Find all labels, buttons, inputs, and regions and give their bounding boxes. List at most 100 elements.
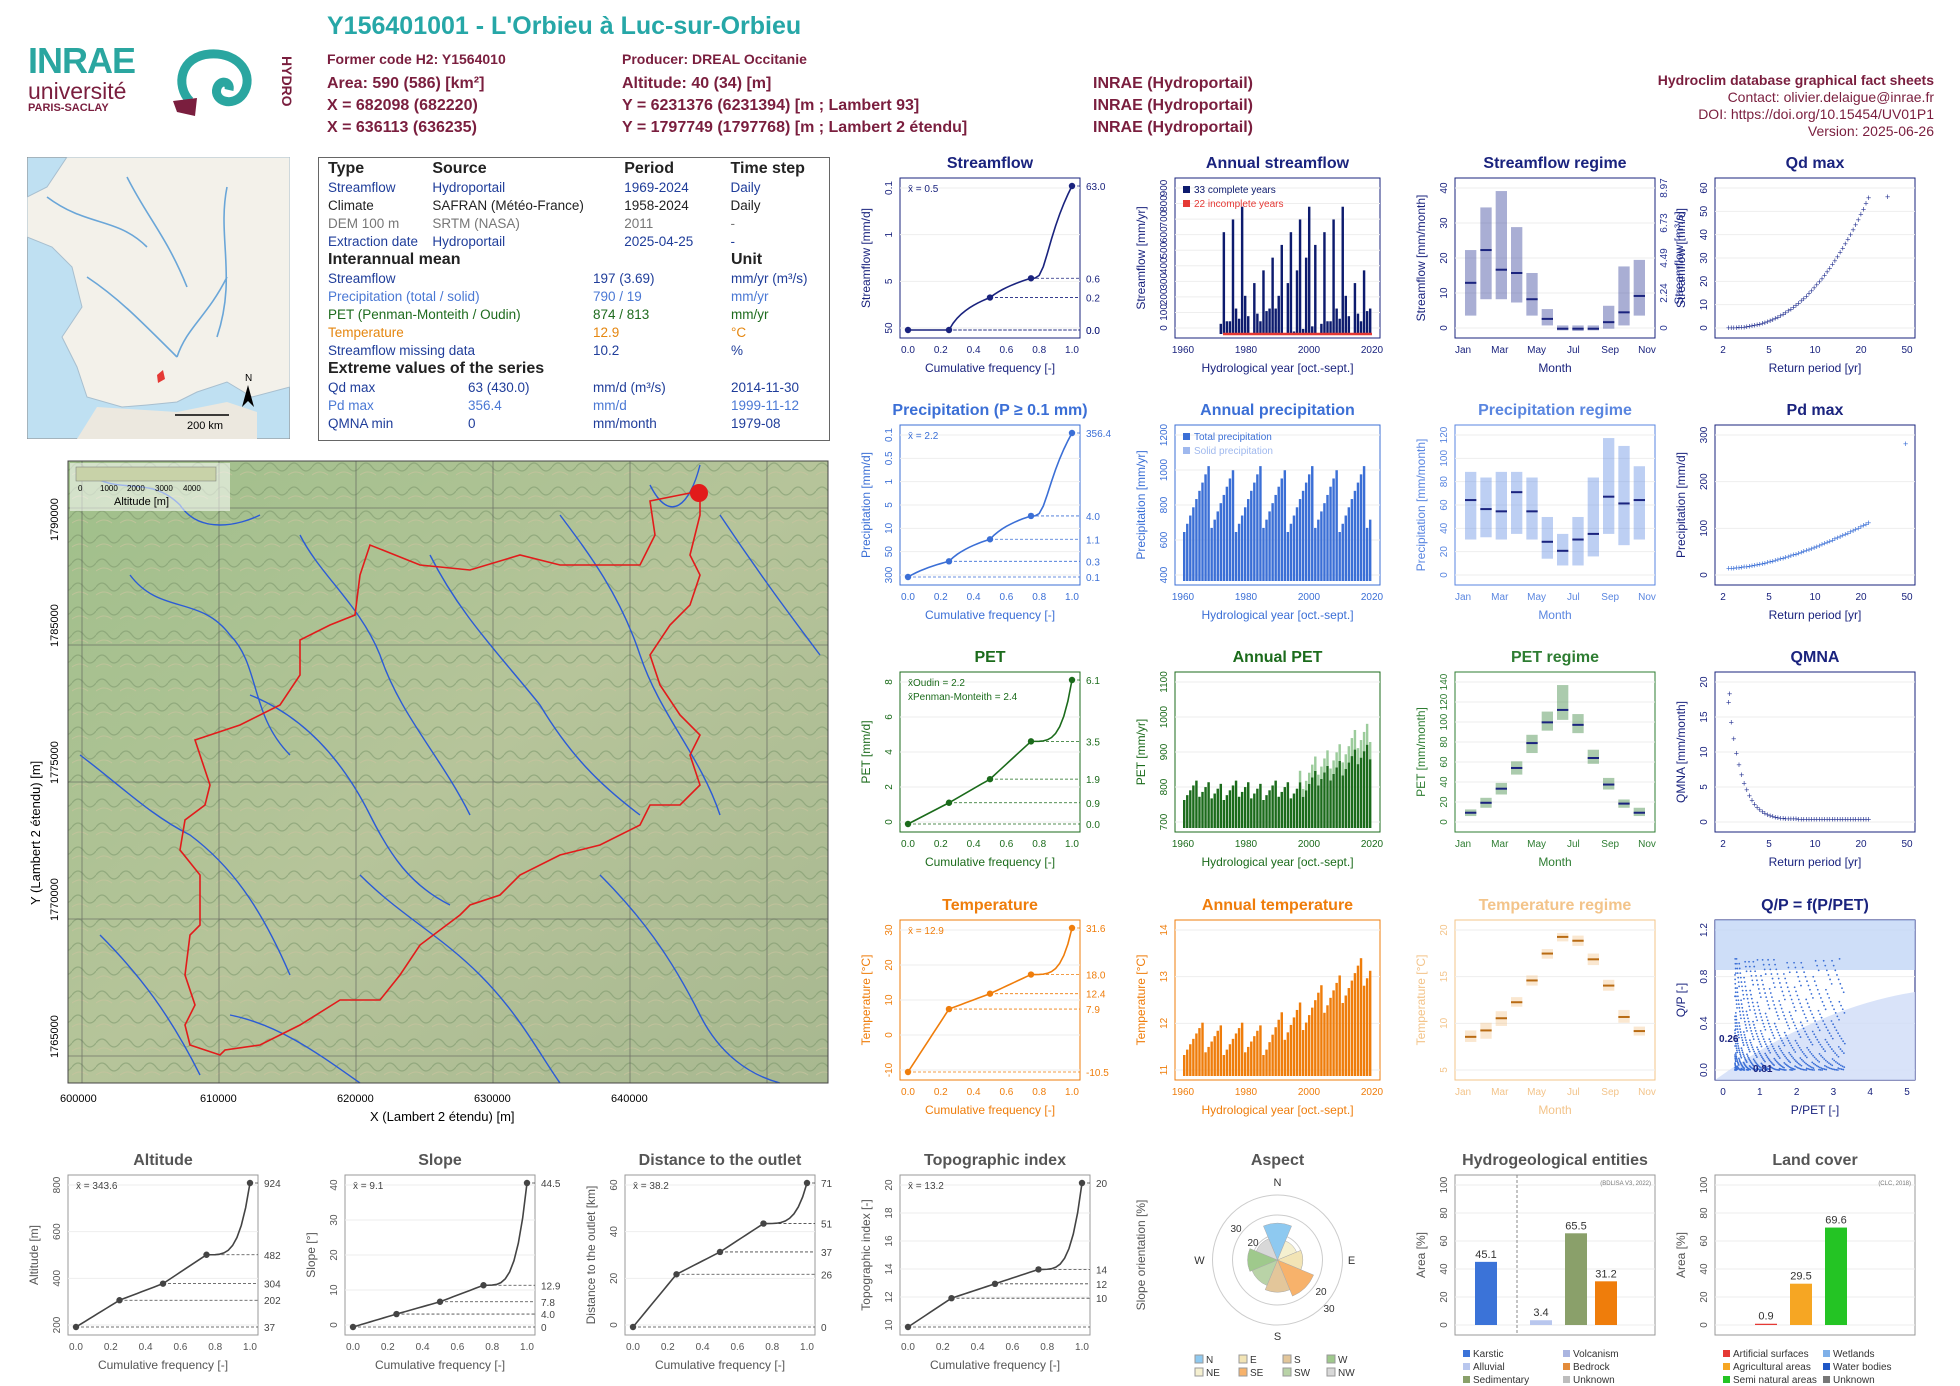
qp-point bbox=[1838, 1018, 1840, 1021]
annual-bar bbox=[1268, 308, 1271, 334]
annual-bar-alt bbox=[1326, 750, 1329, 766]
y-tick-label: 0 bbox=[1439, 819, 1450, 825]
plot-frame bbox=[899, 177, 1081, 339]
qp-point bbox=[1738, 1059, 1741, 1061]
y-tick-label: 10 bbox=[884, 522, 895, 534]
qp-point bbox=[1800, 961, 1803, 964]
y-tick-label: 13 bbox=[1159, 971, 1170, 983]
qp-point bbox=[1798, 1033, 1800, 1036]
rp-point: + bbox=[1770, 812, 1775, 822]
x-tick-label: 2 bbox=[1794, 1087, 1800, 1098]
x-tick-label: Mar bbox=[1491, 345, 1509, 356]
qp-point bbox=[1809, 1065, 1812, 1068]
chart-title: Aspect bbox=[1251, 1152, 1305, 1169]
qp-point bbox=[1762, 1038, 1765, 1041]
rp-point: + bbox=[1752, 321, 1757, 331]
qp-point bbox=[1808, 1038, 1811, 1041]
x-tick-label: 0.2 bbox=[661, 1342, 675, 1353]
legend-swatch bbox=[1326, 1354, 1336, 1364]
qp-point bbox=[1753, 1050, 1756, 1053]
contact: Contact: olivier.delaigue@inrae.fr bbox=[1727, 89, 1934, 105]
qp-point bbox=[1748, 1005, 1751, 1008]
x-tick-label: 0.0 bbox=[901, 345, 915, 356]
qp-point bbox=[1784, 1063, 1787, 1065]
qp-point bbox=[1738, 1051, 1741, 1054]
qp-point bbox=[1811, 1030, 1814, 1033]
qp-point bbox=[1784, 1055, 1786, 1058]
qp-point bbox=[1790, 1014, 1792, 1017]
right-axis-label: Streamflow [m³/s] bbox=[1672, 211, 1686, 304]
qp-point bbox=[1741, 1006, 1744, 1009]
y-tick-label: 60 bbox=[1439, 1235, 1450, 1247]
quantile-label: 0.2 bbox=[1086, 294, 1100, 305]
qp-point bbox=[1817, 1041, 1820, 1044]
legend-swatch bbox=[1282, 1354, 1292, 1364]
page-title: Y156401001 - L'Orbieu à Luc-sur-Orbieu bbox=[327, 12, 802, 40]
qp-point bbox=[1770, 1043, 1773, 1046]
qp-point bbox=[1806, 1063, 1809, 1066]
qp-point bbox=[1843, 1066, 1846, 1069]
y-tick-label: 2 bbox=[884, 784, 895, 790]
qp-point bbox=[1773, 958, 1775, 961]
legend-label: Unknown bbox=[1833, 1375, 1875, 1386]
qp-point bbox=[1774, 1025, 1777, 1028]
qp-point bbox=[1813, 1033, 1816, 1036]
rp-point: + bbox=[1848, 230, 1853, 240]
y-axis-label: Area [%] bbox=[1674, 1232, 1688, 1278]
annual-bar bbox=[1359, 757, 1363, 828]
qp-point bbox=[1789, 1068, 1791, 1071]
annual-bar bbox=[1311, 466, 1314, 581]
qp-point bbox=[1737, 1031, 1739, 1033]
rp-point: + bbox=[1747, 791, 1752, 801]
x-tick-label: Nov bbox=[1638, 839, 1656, 850]
legend-swatch bbox=[1238, 1354, 1248, 1364]
qp-point bbox=[1782, 973, 1785, 975]
annual-bar bbox=[1286, 782, 1290, 828]
annual-bar bbox=[1311, 1007, 1314, 1076]
qp-point bbox=[1808, 1064, 1810, 1067]
qp-point bbox=[1776, 1014, 1779, 1017]
qp-point bbox=[1752, 960, 1755, 963]
annual-bar bbox=[1192, 1038, 1195, 1076]
qp-point bbox=[1841, 1050, 1844, 1053]
x-axis-label: Month bbox=[1538, 608, 1571, 622]
y-tick-label: 60 bbox=[1439, 756, 1450, 768]
qp-point bbox=[1829, 978, 1831, 981]
y-tick-label: 400 bbox=[1159, 257, 1170, 274]
annual-bar bbox=[1234, 532, 1238, 581]
qp-point bbox=[1759, 1012, 1762, 1015]
annual-bar bbox=[1292, 515, 1296, 581]
overview-scale-label: 200 km bbox=[187, 420, 223, 432]
rp-point: + bbox=[1736, 563, 1741, 573]
qp-point bbox=[1763, 1040, 1766, 1043]
qp-point bbox=[1790, 1044, 1793, 1047]
qp-point bbox=[1744, 1058, 1747, 1061]
qp-point bbox=[1777, 1055, 1780, 1058]
qp-point bbox=[1756, 1001, 1759, 1004]
qp-point bbox=[1735, 957, 1738, 960]
qp-point bbox=[1735, 999, 1738, 1002]
regime-box bbox=[1495, 191, 1507, 300]
quantile-label: 0.6 bbox=[1086, 274, 1100, 285]
qp-point bbox=[1735, 1042, 1737, 1045]
qp-point bbox=[1791, 1046, 1794, 1049]
legend-label: Artificial surfaces bbox=[1733, 1349, 1809, 1360]
qp-point bbox=[1799, 1036, 1802, 1038]
rp-point: + bbox=[1786, 814, 1791, 824]
y-tick-label: 0 bbox=[884, 819, 895, 825]
qp-point bbox=[1780, 1007, 1783, 1010]
rp-point: + bbox=[1801, 814, 1806, 824]
y-tick-label: 0 bbox=[329, 1322, 340, 1328]
regime-box bbox=[1572, 516, 1584, 566]
legend-tick: 1000 bbox=[100, 484, 118, 493]
annual-bar bbox=[1295, 788, 1299, 828]
qp-point bbox=[1803, 1013, 1806, 1016]
qp-point bbox=[1824, 964, 1827, 967]
qp-point bbox=[1823, 1068, 1826, 1071]
qp-point bbox=[1755, 1062, 1758, 1065]
annual-bar-alt bbox=[1298, 770, 1302, 783]
quantile-label: 44.5 bbox=[541, 1179, 561, 1190]
qp-point bbox=[1748, 1039, 1751, 1042]
rp-point: + bbox=[1791, 550, 1796, 560]
qp-point bbox=[1775, 1011, 1778, 1014]
